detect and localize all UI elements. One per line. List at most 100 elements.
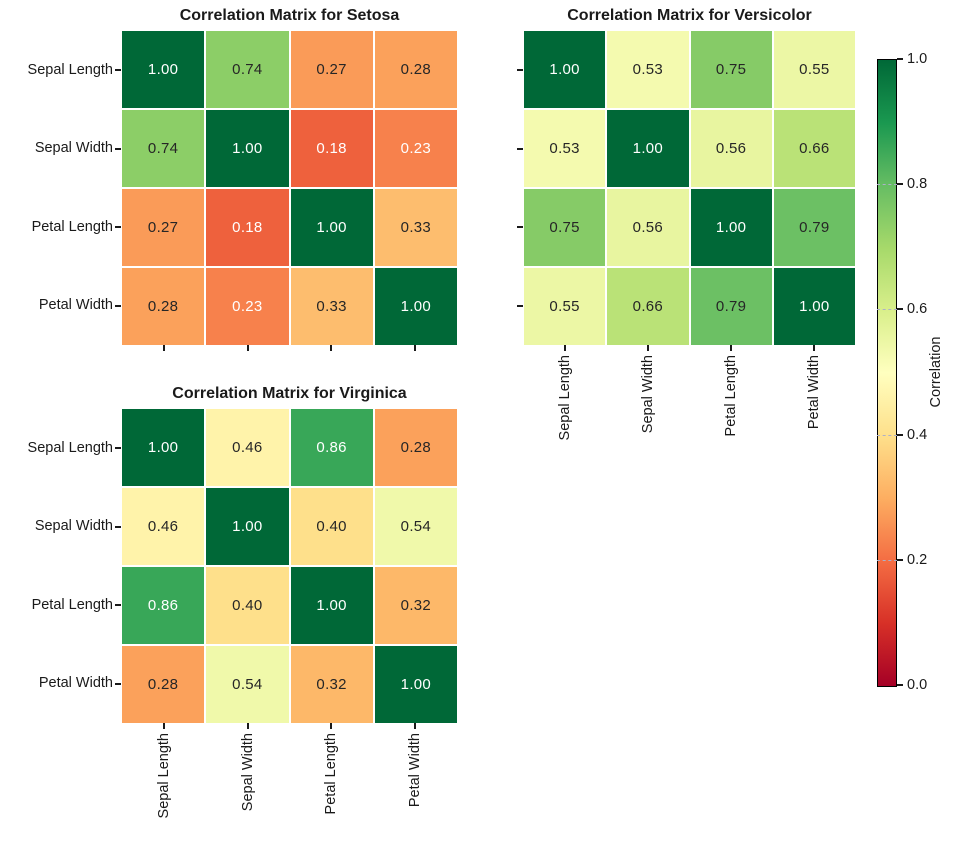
colorbar-axis-label: Correlation bbox=[928, 336, 944, 408]
heatmap-cell: 0.54 bbox=[374, 488, 457, 565]
heatmap-cell: 0.40 bbox=[206, 567, 289, 644]
colorbar-tick-label: 0.2 bbox=[907, 551, 928, 568]
heatmap-cell: 0.75 bbox=[690, 31, 772, 108]
y-tick-label: Sepal Width bbox=[34, 518, 113, 535]
y-axis-tick bbox=[115, 525, 121, 528]
heatmap-cell: 1.00 bbox=[374, 268, 457, 345]
y-tick-label: Sepal Length bbox=[27, 439, 113, 456]
x-tick-label: Sepal Width bbox=[239, 733, 256, 812]
x-axis-tick bbox=[414, 345, 417, 351]
heatmap-cell: 0.79 bbox=[690, 268, 772, 345]
heatmap-cell: 0.27 bbox=[290, 31, 373, 108]
colorbar-tick bbox=[897, 58, 903, 60]
heatmap-cell: 0.55 bbox=[524, 268, 606, 345]
y-axis-tick bbox=[517, 226, 523, 229]
virginica-heatmap: 1.00 0.46 0.86 0.28 0.46 1.00 0.40 0.54 0.86 0.40… bbox=[122, 409, 457, 723]
x-axis-tick bbox=[246, 723, 249, 729]
virginica-heatmap-title: Correlation Matrix for Virginica bbox=[172, 385, 407, 402]
heatmap-cell: 0.33 bbox=[374, 189, 457, 266]
y-axis-tick bbox=[517, 147, 523, 150]
heatmap-cell: 0.28 bbox=[374, 31, 457, 108]
versicolor-heatmap-title: Correlation Matrix for Versicolor bbox=[567, 7, 812, 24]
x-axis-tick bbox=[330, 723, 333, 729]
heatmap-cell: 0.66 bbox=[607, 268, 689, 345]
heatmap-cell: 1.00 bbox=[690, 189, 772, 266]
heatmap-cell: 0.40 bbox=[290, 488, 373, 565]
colorbar-gridline bbox=[877, 309, 897, 311]
y-axis-tick bbox=[115, 604, 121, 607]
x-axis-tick bbox=[729, 345, 732, 351]
y-axis-tick bbox=[115, 147, 121, 150]
heatmap-cell: 1.00 bbox=[122, 31, 205, 108]
x-axis-tick bbox=[647, 345, 650, 351]
x-tick-label: Sepal Length bbox=[155, 733, 172, 819]
heatmap-cell: 0.53 bbox=[607, 31, 689, 108]
x-tick-label: Petal Length bbox=[323, 733, 340, 815]
heatmap-cell: 1.00 bbox=[206, 488, 289, 565]
heatmap-cell: 1.00 bbox=[607, 110, 689, 187]
heatmap-cell: 0.55 bbox=[773, 31, 855, 108]
colorbar bbox=[877, 59, 897, 687]
heatmap-cell: 1.00 bbox=[524, 31, 606, 108]
heatmap-cell: 0.28 bbox=[122, 268, 205, 345]
x-axis-tick bbox=[246, 345, 249, 351]
x-tick-label: Petal Width bbox=[805, 355, 822, 430]
heatmap-cell: 0.46 bbox=[122, 488, 205, 565]
colorbar-gridline bbox=[877, 184, 897, 186]
heatmap-cell: 1.00 bbox=[290, 189, 373, 266]
colorbar-tick-label: 1.0 bbox=[907, 51, 928, 67]
heatmap-cell: 0.46 bbox=[206, 409, 289, 486]
y-axis-tick bbox=[115, 682, 121, 685]
heatmap-cell: 0.54 bbox=[206, 646, 289, 723]
heatmap-cell: 1.00 bbox=[206, 110, 289, 187]
y-tick-label: Sepal Width bbox=[34, 140, 113, 157]
colorbar-tick-label: 0.4 bbox=[907, 426, 928, 443]
colorbar-tick-label: 0.0 bbox=[907, 677, 928, 693]
y-axis-tick bbox=[517, 69, 523, 72]
heatmap-cell: 0.32 bbox=[374, 567, 457, 644]
x-axis-tick bbox=[162, 345, 165, 351]
heatmap-cell: 0.86 bbox=[122, 567, 205, 644]
heatmap-cell: 0.23 bbox=[206, 268, 289, 345]
x-axis-tick bbox=[414, 723, 417, 729]
y-tick-label: Petal Length bbox=[31, 596, 113, 613]
x-axis-tick bbox=[812, 345, 815, 351]
heatmap-cell: 0.74 bbox=[122, 110, 205, 187]
colorbar-tick-label: 0.6 bbox=[907, 301, 928, 318]
heatmap-cell: 0.74 bbox=[206, 31, 289, 108]
heatmap-cell: 0.66 bbox=[773, 110, 855, 187]
heatmap-cell: 0.56 bbox=[690, 110, 772, 187]
y-tick-label: Sepal Length bbox=[27, 61, 113, 78]
heatmap-cell: 0.28 bbox=[122, 646, 205, 723]
y-tick-label: Petal Length bbox=[31, 218, 113, 235]
heatmap-cell: 0.18 bbox=[290, 110, 373, 187]
setosa-heatmap-title: Correlation Matrix for Setosa bbox=[179, 7, 400, 24]
x-tick-label: Petal Width bbox=[407, 733, 424, 808]
y-axis-tick bbox=[517, 304, 523, 307]
heatmap-cell: 0.75 bbox=[524, 189, 606, 266]
x-axis-tick bbox=[330, 345, 333, 351]
colorbar-tick bbox=[897, 433, 903, 436]
colorbar-tick bbox=[897, 684, 903, 686]
y-axis-tick bbox=[115, 447, 121, 450]
x-tick-label: Sepal Length bbox=[557, 355, 574, 441]
colorbar-tick bbox=[897, 558, 903, 561]
versicolor-heatmap: 1.00 0.53 0.75 0.55 0.53 1.00 0.56 0.66 0.75 0.56… bbox=[524, 31, 855, 345]
colorbar-gridline bbox=[877, 434, 897, 436]
colorbar-tick bbox=[897, 308, 903, 311]
y-tick-label: Petal Width bbox=[38, 675, 113, 692]
heatmap-cell: 0.32 bbox=[290, 646, 373, 723]
heatmap-cell: 1.00 bbox=[374, 646, 457, 723]
heatmap-cell: 0.86 bbox=[290, 409, 373, 486]
heatmap-cell: 0.28 bbox=[374, 409, 457, 486]
heatmap-cell: 0.18 bbox=[206, 189, 289, 266]
heatmap-cell: 0.33 bbox=[290, 268, 373, 345]
y-axis-tick bbox=[115, 226, 121, 229]
y-axis-tick bbox=[115, 304, 121, 307]
heatmap-cell: 0.27 bbox=[122, 189, 205, 266]
colorbar-tick-label: 0.8 bbox=[907, 176, 928, 193]
heatmap-cell: 1.00 bbox=[122, 409, 205, 486]
heatmap-cell: 1.00 bbox=[290, 567, 373, 644]
heatmap-cell: 0.79 bbox=[773, 189, 855, 266]
